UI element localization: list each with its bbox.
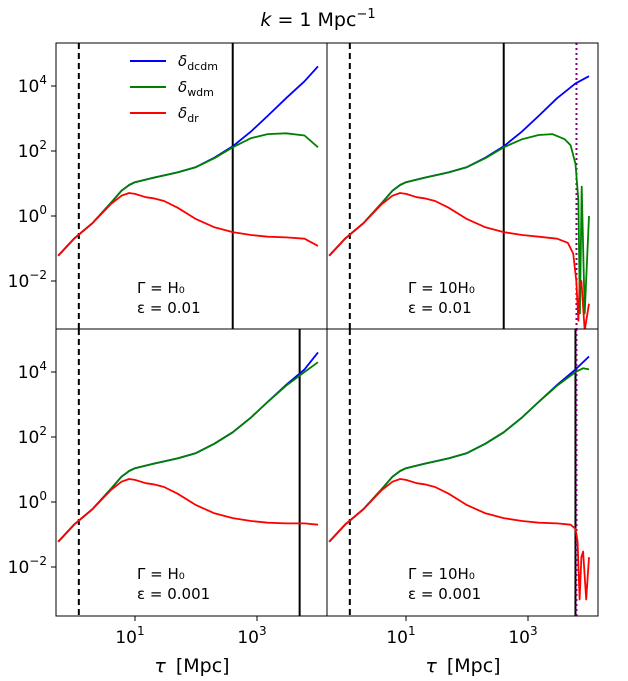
x-axis-label-right: τ [Mpc] <box>425 655 500 677</box>
panels: Γ = H₀ ε = 0.01 Γ = 10H₀ ε = 0.01 Γ = H₀ ε = … <box>55 42 599 617</box>
panel-bl: Γ = H₀ ε = 0.001 <box>55 328 328 617</box>
annotation-gamma-tr: Γ = 10H₀ <box>408 279 475 297</box>
x-tick-label: 103 <box>237 624 266 648</box>
legend-label-dr: δdr <box>178 104 199 125</box>
annotation-gamma-br: Γ = 10H₀ <box>408 565 475 583</box>
x-tick-label: 103 <box>508 624 537 648</box>
x-tick-label: 101 <box>386 624 415 648</box>
x-axis-label-left: τ [Mpc] <box>154 655 229 677</box>
axis-ticks: 104 102 100 10−2 104 102 100 10−2 101 103 101 103 <box>8 73 538 648</box>
legend-label-dcdm: δdcdm <box>178 52 218 73</box>
y-tick-label: 102 <box>18 138 47 162</box>
y-tick-label: 104 <box>18 73 47 97</box>
series-dr-bl <box>57 478 319 543</box>
panel-tr: Γ = 10H₀ ε = 0.01 <box>326 42 599 330</box>
annotation-epsilon-bl: ε = 0.001 <box>137 585 210 603</box>
series-dr-tr <box>328 192 590 329</box>
annotation-epsilon-tl: ε = 0.01 <box>137 299 201 317</box>
annotation-gamma-bl: Γ = H₀ <box>137 565 185 583</box>
annotation-gamma-tl: Γ = H₀ <box>137 279 185 297</box>
legend: δdcdm δwdm δdr <box>130 52 218 125</box>
figure-title: k = 1 Mpc−1 <box>260 7 375 31</box>
y-tick-label: 10−2 <box>8 554 47 578</box>
series-dcdm-bl <box>57 351 319 543</box>
x-tick-label: 101 <box>115 624 144 648</box>
legend-label-wdm: δwdm <box>178 78 214 99</box>
panel-frame-bl <box>55 328 328 617</box>
series-dcdm-br <box>328 355 590 543</box>
y-tick-label: 100 <box>18 203 47 227</box>
panel-frame-br <box>326 328 599 617</box>
series-dr-br <box>328 478 590 601</box>
y-tick-label: 100 <box>18 489 47 513</box>
y-tick-label: 102 <box>18 424 47 448</box>
y-tick-label: 104 <box>18 359 47 383</box>
annotation-epsilon-tr: ε = 0.01 <box>408 299 472 317</box>
panel-br: Γ = 10H₀ ε = 0.001 <box>326 328 599 617</box>
y-tick-label: 10−2 <box>8 268 47 292</box>
series-wdm-bl <box>57 361 319 543</box>
annotation-epsilon-br: ε = 0.001 <box>408 585 481 603</box>
series-wdm-tr <box>328 133 590 315</box>
series-dcdm-tr <box>328 75 590 257</box>
series-dr-tl <box>57 192 319 257</box>
series-wdm-br <box>328 367 590 543</box>
